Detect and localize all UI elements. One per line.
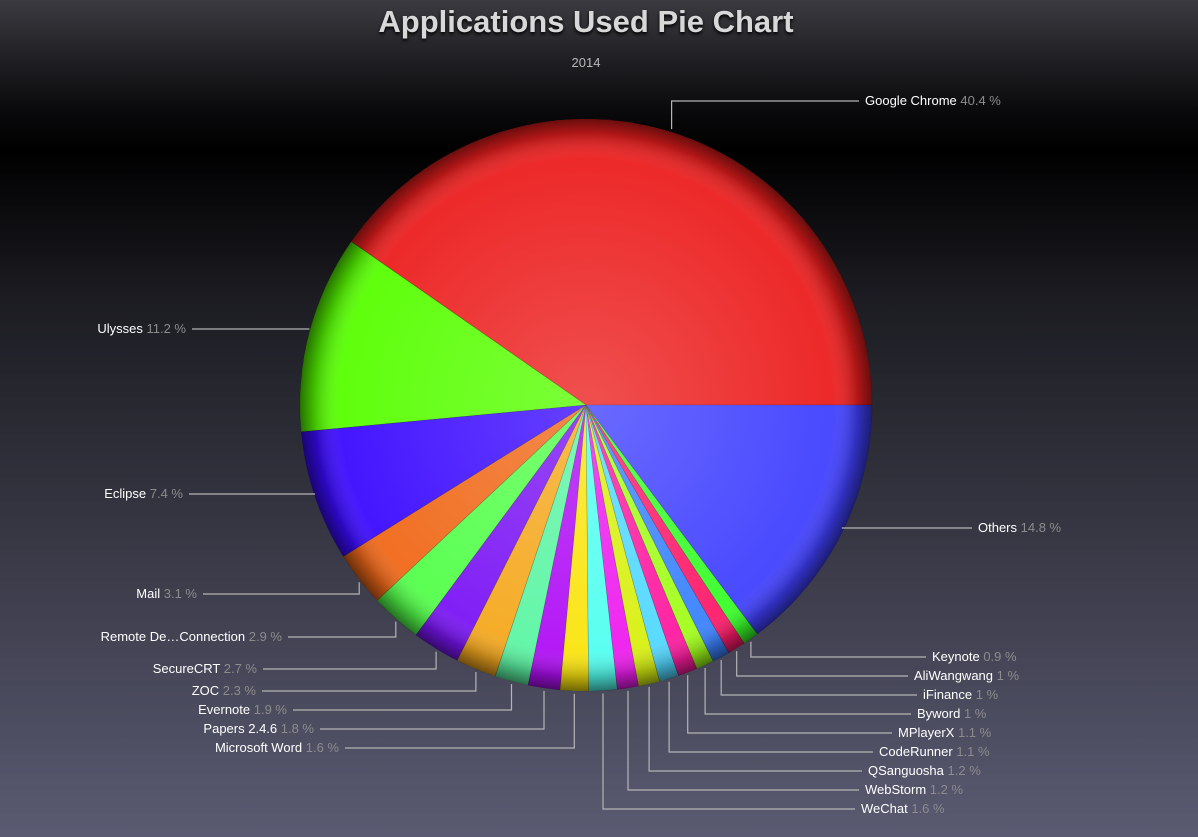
leader-line-byword xyxy=(704,668,911,715)
slice-label-coderunner: CodeRunner 1.1 % xyxy=(879,744,990,759)
leader-line-zoc xyxy=(262,672,477,692)
slice-label-ifinance: iFinance 1 % xyxy=(923,687,999,702)
slice-label-name: CodeRunner xyxy=(879,744,956,759)
leader-lines xyxy=(189,100,972,810)
slice-label-value: 1.1 % xyxy=(956,744,990,759)
leader-line-papers-2-4-6 xyxy=(320,690,545,730)
slice-label-name: Remote De…Connection xyxy=(101,629,249,644)
slice-label-name: Mail xyxy=(136,586,163,601)
slice-label-value: 1 % xyxy=(976,687,999,702)
slice-label-others: Others 14.8 % xyxy=(978,520,1062,535)
slice-label-name: QSanguosha xyxy=(868,763,948,778)
slice-label-wechat: WeChat 1.6 % xyxy=(861,801,945,816)
slice-label-name: MPlayerX xyxy=(898,725,958,740)
slice-label-name: ZOC xyxy=(192,683,223,698)
leader-line-evernote xyxy=(293,684,513,711)
leader-line-securecrt xyxy=(263,651,437,670)
slice-label-aliwangwang: AliWangwang 1 % xyxy=(914,668,1019,683)
slice-label-value: 1 % xyxy=(997,668,1020,683)
slice-label-name: Eclipse xyxy=(104,486,150,501)
slice-label-name: WeChat xyxy=(861,801,911,816)
slice-label-name: SecureCRT xyxy=(153,661,224,676)
leader-line-mail xyxy=(203,582,360,595)
slice-label-mplayerx: MPlayerX 1.1 % xyxy=(898,725,992,740)
slice-label-ulysses: Ulysses 11.2 % xyxy=(97,321,186,336)
slice-label-value: 2.3 % xyxy=(223,683,257,698)
slice-label-name: AliWangwang xyxy=(914,668,997,683)
leader-line-wechat xyxy=(602,693,855,810)
slice-label-securecrt: SecureCRT 2.7 % xyxy=(153,661,258,676)
slice-label-microsoft-word: Microsoft Word 1.6 % xyxy=(215,740,339,755)
slice-label-papers-2-4-6: Papers 2.4.6 1.8 % xyxy=(203,721,314,736)
slice-label-value: 14.8 % xyxy=(1021,520,1062,535)
chart-subtitle: 2014 xyxy=(571,55,601,70)
slice-label-name: Evernote xyxy=(198,702,254,717)
leader-line-coderunner xyxy=(668,681,873,753)
slice-label-value: 1.1 % xyxy=(958,725,992,740)
slice-label-name: WebStorm xyxy=(865,782,930,797)
leader-line-keynote xyxy=(750,641,926,658)
slice-label-value: 1.8 % xyxy=(281,721,315,736)
slice-label-value: 11.2 % xyxy=(146,321,186,336)
chart-title: Applications Used Pie Chart xyxy=(378,4,794,39)
slice-label-value: 7.4 % xyxy=(150,486,184,501)
slice-label-google-chrome: Google Chrome 40.4 % xyxy=(865,93,1001,108)
slice-label-name: Keynote xyxy=(932,649,983,664)
slice-label-value: 2.9 % xyxy=(249,629,283,644)
slice-label-value: 3.1 % xyxy=(164,586,198,601)
slice-label-eclipse: Eclipse 7.4 % xyxy=(104,486,183,501)
slice-label-name: iFinance xyxy=(923,687,976,702)
slice-label-zoc: ZOC 2.3 % xyxy=(192,683,257,698)
leader-line-remote-de-connection xyxy=(288,621,397,638)
leader-line-ifinance xyxy=(720,660,917,696)
slice-label-remote-de-connection: Remote De…Connection 2.9 % xyxy=(101,629,283,644)
slice-label-evernote: Evernote 1.9 % xyxy=(198,702,287,717)
slice-label-keynote: Keynote 0.9 % xyxy=(932,649,1017,664)
slice-labels: Google Chrome 40.4 % Ulysses 11.2 % Eclips… xyxy=(97,93,1061,816)
slice-label-byword: Byword 1 % xyxy=(917,706,987,721)
slice-label-value: 0.9 % xyxy=(983,649,1017,664)
slice-label-value: 40.4 % xyxy=(960,93,1001,108)
slice-label-name: Google Chrome xyxy=(865,93,960,108)
pie-slices xyxy=(299,118,873,692)
leader-line-aliwangwang xyxy=(736,651,908,677)
slice-label-value: 1.2 % xyxy=(948,763,982,778)
leader-line-qsanguosha xyxy=(648,686,862,772)
slice-label-qsanguosha: QSanguosha 1.2 % xyxy=(868,763,981,778)
slice-label-name: Byword xyxy=(917,706,964,721)
slice-label-value: 1.6 % xyxy=(306,740,340,755)
slice-label-name: Microsoft Word xyxy=(215,740,306,755)
slice-label-value: 2.7 % xyxy=(224,661,258,676)
leader-line-webstorm xyxy=(627,690,859,791)
leader-line-microsoft-word xyxy=(345,693,575,749)
slice-label-webstorm: WebStorm 1.2 % xyxy=(865,782,963,797)
slice-label-name: Papers 2.4.6 xyxy=(203,721,280,736)
leader-line-google-chrome xyxy=(670,100,859,130)
leader-line-mplayerx xyxy=(687,675,892,734)
slice-label-name: Others xyxy=(978,520,1021,535)
slice-label-value: 1.9 % xyxy=(254,702,288,717)
slice-label-value: 1.2 % xyxy=(930,782,964,797)
slice-label-value: 1.6 % xyxy=(911,801,945,816)
slice-label-value: 1 % xyxy=(964,706,987,721)
slice-label-mail: Mail 3.1 % xyxy=(136,586,197,601)
slice-label-name: Ulysses xyxy=(97,321,146,336)
